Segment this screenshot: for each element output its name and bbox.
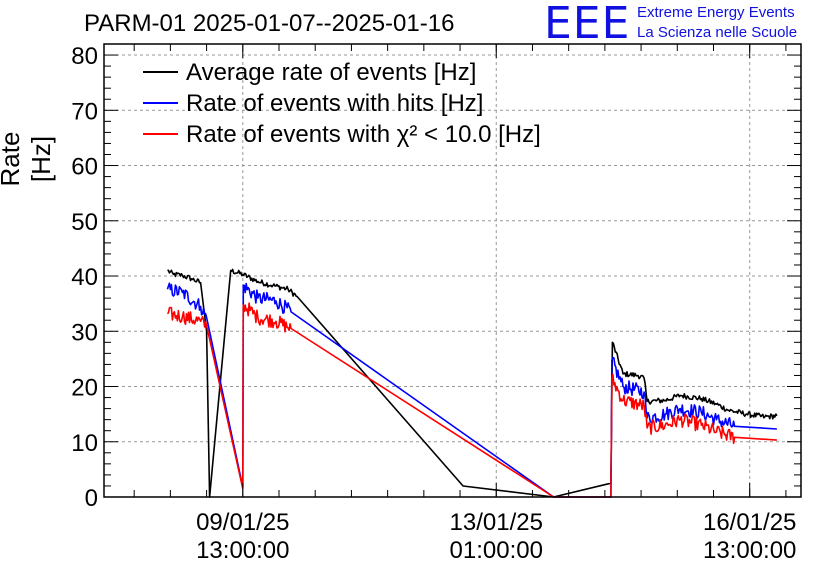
x-tick-label-date: 13/01/25 <box>450 509 543 536</box>
y-tick-label: 20 <box>71 375 98 402</box>
legend-label-1: Rate of events with hits [Hz] <box>186 90 483 117</box>
x-tick-label-time: 01:00:00 <box>450 537 543 564</box>
y-tick-label: 40 <box>71 264 98 291</box>
y-axis-label: Rate [Hz] <box>0 131 56 187</box>
series-line-0 <box>167 268 778 498</box>
chart-title: PARM-01 2025-01-07--2025-01-16 <box>84 10 455 37</box>
y-tick-label: 80 <box>71 43 98 70</box>
series-line-2 <box>166 302 777 498</box>
series-line-1 <box>166 282 777 498</box>
series-layer <box>166 268 778 498</box>
y-tick-label: 70 <box>71 98 98 125</box>
legend-label-2: Rate of events with χ² < 10.0 [Hz] <box>186 121 541 148</box>
y-tick-label: 30 <box>71 319 98 346</box>
x-tick-label-date: 16/01/25 <box>703 509 796 536</box>
y-tick-label: 60 <box>71 154 98 181</box>
logo-line-1: Extreme Energy Events <box>637 4 795 21</box>
y-tick-label: 10 <box>71 430 98 457</box>
x-tick-label-date: 09/01/25 <box>196 509 289 536</box>
plot-frame <box>103 43 802 498</box>
logo-line-2: La Scienza nelle Scuole <box>637 24 798 41</box>
legend-label-0: Average rate of events [Hz] <box>186 59 476 86</box>
x-tick-label-time: 13:00:00 <box>196 537 289 564</box>
x-tick-label-time: 13:00:00 <box>703 537 796 564</box>
axis-ticks: 0102030405060708009/01/2513:00:0013/01/2… <box>71 43 801 564</box>
y-tick-label: 50 <box>71 209 98 236</box>
legend: Average rate of events [Hz] Rate of event… <box>143 59 541 148</box>
y-tick-label: 0 <box>85 485 98 512</box>
eee-logo: EEE <box>544 0 631 49</box>
